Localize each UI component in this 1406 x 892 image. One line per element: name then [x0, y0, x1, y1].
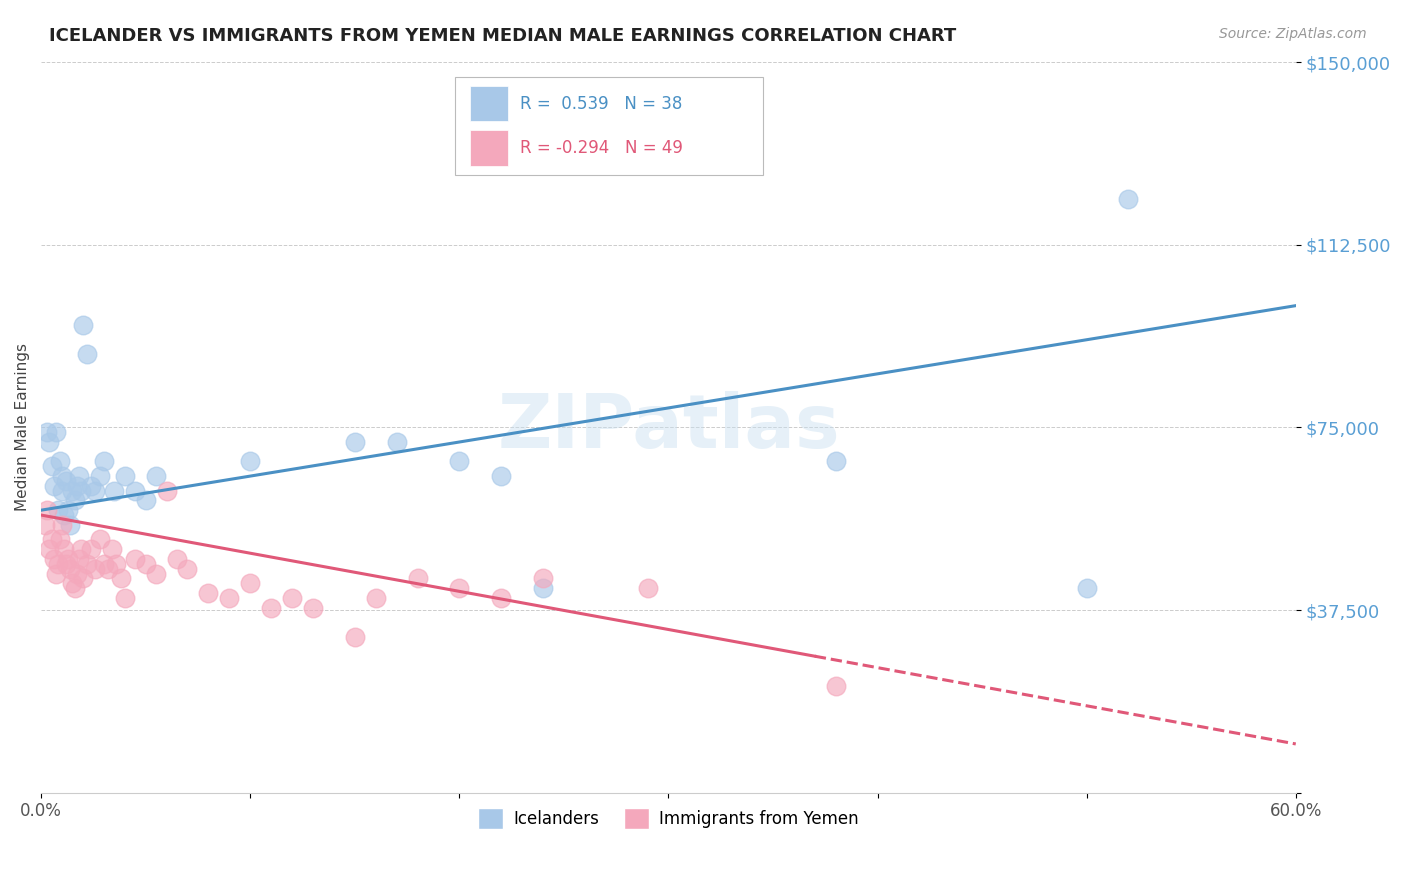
- Point: [260, 600, 283, 615]
- FancyBboxPatch shape: [456, 77, 762, 176]
- Point: [105, 557, 128, 571]
- Point: [55, 557, 77, 571]
- Point: [135, 557, 157, 571]
- Point: [489, 469, 512, 483]
- Point: [824, 454, 846, 468]
- Text: R = -0.294   N = 49: R = -0.294 N = 49: [520, 139, 683, 157]
- Point: [824, 679, 846, 693]
- Point: [364, 591, 387, 605]
- Point: [37, 503, 59, 517]
- Point: [155, 483, 177, 498]
- Point: [89, 469, 111, 483]
- Y-axis label: Median Male Earnings: Median Male Earnings: [15, 343, 30, 511]
- Point: [343, 435, 366, 450]
- Point: [53, 508, 76, 522]
- Point: [37, 425, 59, 440]
- Point: [67, 552, 90, 566]
- Bar: [470, 86, 508, 121]
- Point: [84, 483, 107, 498]
- Point: [58, 552, 80, 566]
- Point: [449, 454, 471, 468]
- Point: [41, 459, 63, 474]
- Point: [46, 503, 69, 517]
- Point: [63, 581, 86, 595]
- Point: [302, 600, 325, 615]
- Point: [449, 581, 471, 595]
- Point: [55, 474, 77, 488]
- Point: [76, 347, 98, 361]
- Point: [489, 591, 512, 605]
- Point: [239, 576, 262, 591]
- Point: [239, 454, 262, 468]
- Point: [66, 566, 89, 581]
- Point: [38, 542, 60, 557]
- Point: [218, 591, 240, 605]
- Point: [62, 483, 84, 498]
- Point: [76, 557, 98, 571]
- Point: [84, 561, 107, 575]
- Point: [103, 483, 125, 498]
- Point: [59, 517, 82, 532]
- Point: [53, 542, 76, 557]
- Point: [637, 581, 659, 595]
- Point: [42, 552, 65, 566]
- Point: [124, 483, 146, 498]
- Point: [531, 581, 554, 595]
- Point: [93, 557, 115, 571]
- Point: [46, 557, 69, 571]
- Text: ZIPatlas: ZIPatlas: [498, 391, 839, 464]
- Point: [51, 517, 73, 532]
- Point: [63, 493, 86, 508]
- Point: [197, 586, 219, 600]
- Text: ICELANDER VS IMMIGRANTS FROM YEMEN MEDIAN MALE EARNINGS CORRELATION CHART: ICELANDER VS IMMIGRANTS FROM YEMEN MEDIA…: [49, 27, 956, 45]
- Point: [38, 435, 60, 450]
- Point: [166, 552, 188, 566]
- Point: [101, 542, 124, 557]
- Text: R =  0.539   N = 38: R = 0.539 N = 38: [520, 95, 683, 112]
- Point: [176, 561, 198, 575]
- Point: [51, 469, 73, 483]
- Point: [51, 483, 73, 498]
- Point: [45, 566, 67, 581]
- Point: [67, 469, 90, 483]
- Point: [42, 479, 65, 493]
- Point: [124, 552, 146, 566]
- Point: [72, 571, 94, 585]
- Point: [58, 503, 80, 517]
- Point: [135, 493, 157, 508]
- Point: [145, 469, 167, 483]
- Point: [69, 483, 91, 498]
- Point: [281, 591, 304, 605]
- Point: [1118, 192, 1140, 206]
- Legend: Icelanders, Immigrants from Yemen: Icelanders, Immigrants from Yemen: [471, 802, 865, 836]
- Point: [80, 542, 103, 557]
- Point: [66, 479, 89, 493]
- Point: [80, 479, 103, 493]
- Point: [145, 566, 167, 581]
- Point: [110, 571, 132, 585]
- Point: [343, 630, 366, 644]
- Point: [62, 576, 84, 591]
- Point: [69, 542, 91, 557]
- Point: [93, 454, 115, 468]
- Point: [1076, 581, 1098, 595]
- Point: [406, 571, 429, 585]
- Point: [114, 469, 136, 483]
- Point: [97, 561, 120, 575]
- Text: Source: ZipAtlas.com: Source: ZipAtlas.com: [1219, 27, 1367, 41]
- Point: [89, 533, 111, 547]
- Point: [59, 561, 82, 575]
- Point: [49, 533, 72, 547]
- Point: [531, 571, 554, 585]
- Point: [72, 318, 94, 332]
- Point: [49, 454, 72, 468]
- Point: [45, 425, 67, 440]
- Point: [41, 533, 63, 547]
- Bar: [470, 130, 508, 166]
- Point: [385, 435, 408, 450]
- Point: [114, 591, 136, 605]
- Point: [34, 517, 56, 532]
